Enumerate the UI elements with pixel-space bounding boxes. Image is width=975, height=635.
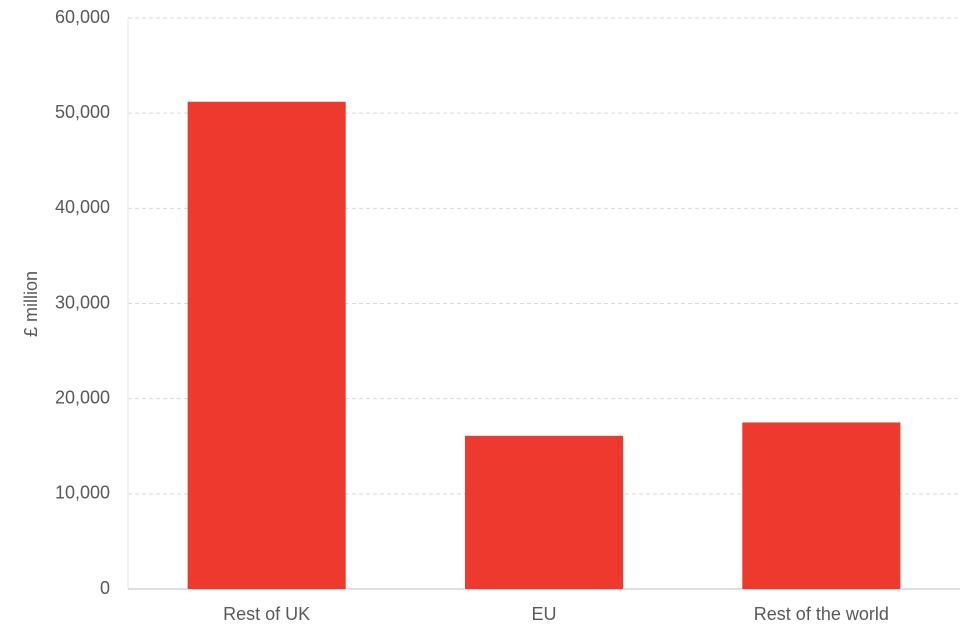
y-tick-label: 50,000 <box>55 102 110 122</box>
y-tick-label: 30,000 <box>55 292 110 312</box>
y-axis-label: £ million <box>21 271 41 337</box>
y-tick-label: 20,000 <box>55 387 110 407</box>
y-tick-label: 60,000 <box>55 7 110 27</box>
x-tick-label: Rest of UK <box>223 604 310 624</box>
bar <box>464 435 624 589</box>
y-tick-label: 40,000 <box>55 197 110 217</box>
y-tick-label: 10,000 <box>55 483 110 503</box>
x-tick-label: Rest of the world <box>754 604 889 624</box>
bar <box>742 422 901 589</box>
bar <box>187 101 346 589</box>
y-tick-label: 0 <box>100 578 110 598</box>
x-tick-label: EU <box>531 604 556 624</box>
